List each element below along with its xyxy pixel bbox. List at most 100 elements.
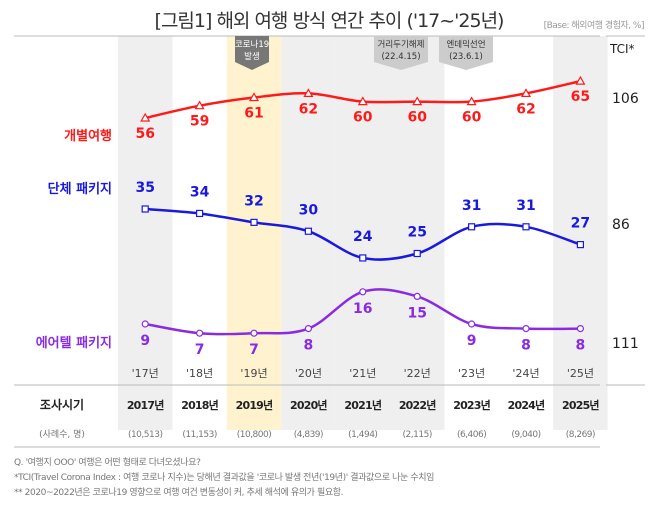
triangle-marker bbox=[575, 75, 586, 85]
square-marker bbox=[522, 223, 530, 231]
annotation-line2: (23.6.1) bbox=[449, 52, 483, 62]
event-annotation bbox=[439, 36, 493, 70]
triangle-marker bbox=[466, 96, 477, 106]
column-highlight bbox=[118, 36, 173, 430]
sample-size: (4,839) bbox=[294, 430, 323, 440]
sample-size: (10,513) bbox=[128, 430, 163, 440]
circle-marker bbox=[413, 292, 421, 300]
data-label: 9 bbox=[467, 333, 477, 349]
annotation-line1: 코로나19 bbox=[235, 40, 269, 50]
circle-marker bbox=[576, 325, 585, 333]
data-label: 56 bbox=[135, 126, 154, 142]
survey-year: 2019년 bbox=[236, 398, 273, 412]
x-tick-label: '17년 bbox=[132, 367, 159, 380]
series-label: 에어텔 패키지 bbox=[36, 335, 112, 351]
event-annotation bbox=[374, 36, 428, 70]
x-tick-label: '22년 bbox=[404, 367, 431, 380]
triangle-marker bbox=[357, 96, 368, 106]
data-label: 24 bbox=[353, 229, 373, 245]
tci-header: TCI* bbox=[610, 42, 635, 56]
sample-size: (8,269) bbox=[566, 430, 595, 440]
data-label: 8 bbox=[576, 338, 586, 354]
x-tick-label: '19년 bbox=[240, 367, 267, 380]
data-label: 9 bbox=[140, 333, 150, 349]
base-note: [Base: 해외여행 경험자, %] bbox=[543, 21, 645, 31]
data-label: 31 bbox=[462, 198, 481, 214]
sample-size: (11,153) bbox=[182, 430, 217, 440]
annotation-line1: 엔데믹선언 bbox=[446, 39, 485, 50]
series-label: 단체 패키지 bbox=[48, 181, 112, 197]
x-tick-label: '21년 bbox=[349, 367, 376, 380]
row-label-period: 조사시기 bbox=[40, 397, 84, 412]
square-marker bbox=[576, 241, 585, 249]
triangle-marker bbox=[248, 92, 260, 102]
row-label-samples: (사례수, 명) bbox=[39, 429, 85, 440]
circle-marker bbox=[304, 325, 312, 333]
data-label: 30 bbox=[299, 202, 319, 218]
data-label: 7 bbox=[249, 342, 259, 358]
data-label: 7 bbox=[195, 342, 205, 358]
data-label: 60 bbox=[353, 110, 373, 126]
survey-year: 2020년 bbox=[290, 398, 327, 412]
sample-size: (6,406) bbox=[457, 430, 486, 440]
triangle-marker bbox=[140, 112, 151, 122]
note-tci: *TCI(Travel Corona Index : 여행 코로나 지수)는 당… bbox=[14, 473, 435, 483]
triangle-marker bbox=[194, 100, 205, 110]
chart-title: [그림1] 해외 여행 방식 연간 추이 ('17~'25년) bbox=[154, 10, 505, 32]
circle-marker bbox=[141, 320, 149, 328]
triangle-marker bbox=[303, 88, 314, 98]
square-marker bbox=[304, 227, 312, 235]
data-label: 15 bbox=[407, 305, 426, 321]
square-marker bbox=[141, 205, 149, 213]
circle-marker bbox=[359, 288, 367, 296]
square-marker bbox=[250, 218, 258, 226]
x-tick-label: '18년 bbox=[186, 367, 213, 380]
survey-year: 2024년 bbox=[508, 398, 545, 412]
circle-marker bbox=[522, 325, 530, 333]
sample-size: (9,040) bbox=[511, 430, 540, 440]
circle-marker bbox=[468, 320, 476, 328]
survey-year: 2021년 bbox=[344, 398, 381, 412]
square-marker bbox=[359, 254, 367, 262]
data-label: 31 bbox=[516, 198, 535, 214]
series-label: 개별여행 bbox=[64, 128, 112, 144]
sample-size: (10,800) bbox=[237, 430, 272, 440]
tci-value: 106 bbox=[612, 91, 639, 107]
annotation-line1: 거리두기해제 bbox=[378, 40, 425, 50]
data-label: 34 bbox=[190, 184, 210, 200]
data-label: 16 bbox=[353, 301, 372, 317]
data-label: 32 bbox=[244, 193, 263, 209]
data-label: 8 bbox=[521, 338, 531, 354]
data-label: 62 bbox=[516, 101, 535, 117]
sample-size: (1,494) bbox=[348, 430, 377, 440]
note-caution: ** 2020~2022년은 코로나19 영향으로 여행 여건 변동성이 커, … bbox=[14, 488, 344, 498]
x-tick-label: '24년 bbox=[512, 367, 539, 380]
data-label: 60 bbox=[407, 110, 427, 126]
survey-year: 2017년 bbox=[127, 398, 164, 412]
data-label: 35 bbox=[135, 180, 154, 196]
data-label: 62 bbox=[299, 101, 318, 117]
data-label: 60 bbox=[462, 110, 482, 126]
data-label: 59 bbox=[190, 114, 209, 130]
note-question: Q. '여행지 OOO' 여행은 어떤 형태로 다녀오셨나요? bbox=[14, 458, 201, 468]
survey-year: 2022년 bbox=[399, 398, 436, 412]
square-marker bbox=[413, 249, 421, 258]
data-label: 8 bbox=[304, 338, 314, 354]
survey-year: 2023년 bbox=[453, 398, 490, 412]
annotation-line2: 발생 bbox=[244, 51, 260, 62]
x-tick-label: '25년 bbox=[567, 367, 594, 380]
triangle-marker bbox=[520, 88, 532, 98]
triangle-marker bbox=[412, 96, 423, 106]
survey-year: 2025년 bbox=[562, 398, 599, 412]
circle-marker bbox=[250, 329, 258, 337]
column-highlight bbox=[226, 36, 282, 430]
circle-marker bbox=[196, 329, 204, 337]
square-marker bbox=[196, 209, 204, 218]
survey-year: 2018년 bbox=[181, 398, 218, 412]
column-highlight bbox=[553, 36, 608, 430]
tci-value: 111 bbox=[612, 336, 639, 352]
sample-size: (2,115) bbox=[403, 430, 432, 440]
data-label: 25 bbox=[407, 225, 426, 241]
